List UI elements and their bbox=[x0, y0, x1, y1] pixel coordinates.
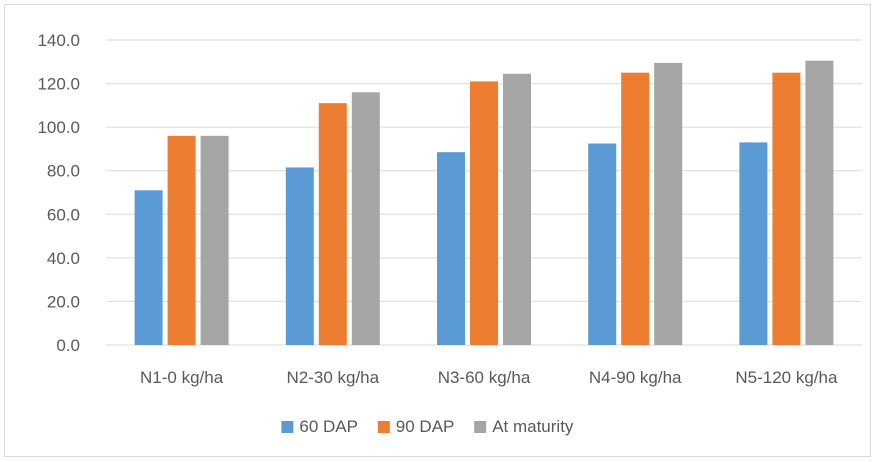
bars bbox=[134, 60, 834, 346]
y-tick-label: 40.0 bbox=[47, 249, 80, 268]
y-axis-tick-labels: 0.0 20.0 40.0 60.0 80.0 100.0 120.0 140.0 bbox=[37, 31, 80, 355]
bar bbox=[805, 60, 834, 345]
bar bbox=[739, 142, 768, 345]
x-tick-label: N4-90 kg/ha bbox=[589, 368, 682, 387]
y-tick-label: 80.0 bbox=[47, 162, 80, 181]
legend-label: 60 DAP bbox=[299, 417, 358, 436]
bar bbox=[437, 152, 465, 345]
x-axis-tick-labels: N1-0 kg/ha N2-30 kg/ha N3-60 kg/ha N4-90 kg… bbox=[140, 368, 838, 387]
bar bbox=[285, 167, 314, 345]
legend-swatch bbox=[474, 421, 487, 433]
bar bbox=[772, 72, 801, 345]
y-tick-label: 20.0 bbox=[47, 292, 80, 311]
y-tick-label: 60.0 bbox=[47, 205, 80, 224]
x-tick-label: N2-30 kg/ha bbox=[286, 368, 379, 387]
bar bbox=[470, 81, 498, 346]
x-tick-label: N3-60 kg/ha bbox=[438, 368, 531, 387]
bar bbox=[654, 62, 683, 345]
bar bbox=[200, 135, 229, 345]
legend-swatch bbox=[281, 421, 294, 433]
legend: 60 DAP 90 DAP At maturity bbox=[281, 417, 574, 436]
bar bbox=[503, 73, 531, 346]
bar bbox=[351, 92, 380, 346]
legend-swatch bbox=[377, 421, 390, 433]
x-tick-label: N1-0 kg/ha bbox=[140, 368, 224, 387]
y-tick-label: 100.0 bbox=[37, 118, 80, 137]
bar bbox=[588, 143, 617, 345]
legend-label: At maturity bbox=[492, 417, 574, 436]
y-tick-label: 120.0 bbox=[37, 75, 80, 94]
bar bbox=[167, 135, 196, 345]
bar bbox=[134, 190, 163, 345]
bar bbox=[621, 72, 650, 345]
legend-label: 90 DAP bbox=[396, 417, 455, 436]
y-tick-label: 0.0 bbox=[56, 336, 80, 355]
bar bbox=[318, 103, 347, 345]
x-tick-label: N5-120 kg/ha bbox=[735, 368, 838, 387]
y-tick-label: 140.0 bbox=[37, 31, 80, 50]
